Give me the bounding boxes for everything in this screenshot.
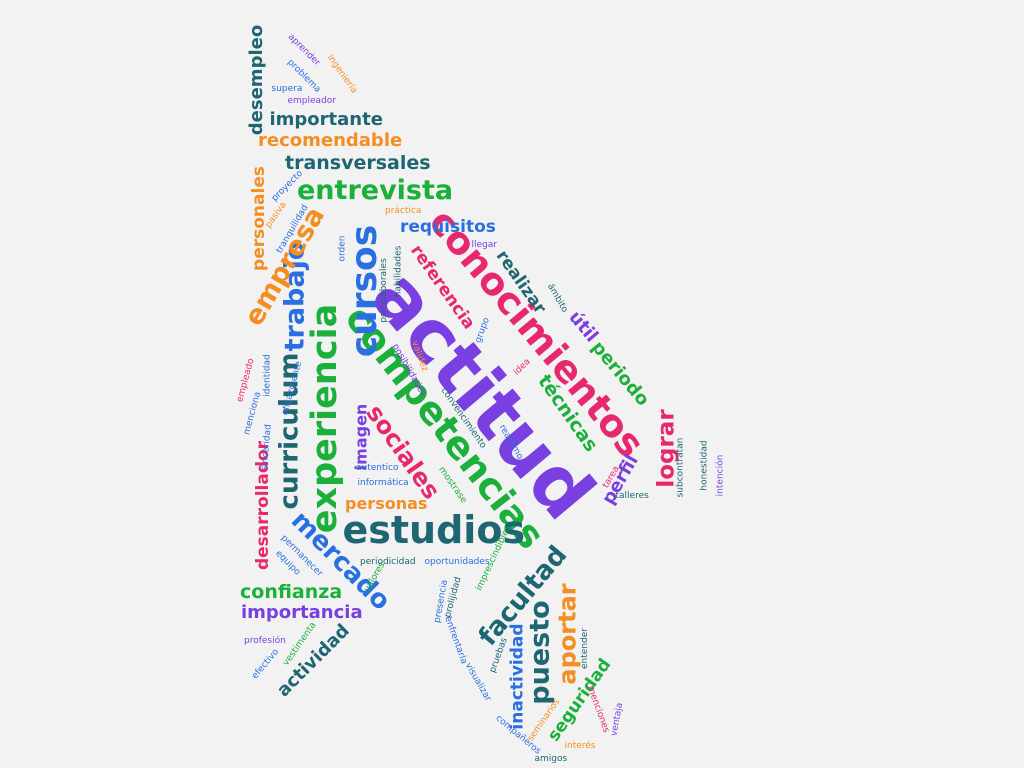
word-amigos: amigos — [534, 753, 568, 764]
word-menciones: menciones — [584, 684, 611, 734]
word-autentico: autentico — [356, 462, 399, 473]
word-identidad: identidad — [262, 353, 273, 397]
word-importancia: importancia — [241, 602, 363, 623]
word-importante: importante — [269, 109, 383, 130]
word-personales: personales — [248, 165, 269, 271]
word-entrevista: entrevista — [297, 174, 454, 206]
word-requisitos: requisitos — [400, 216, 496, 237]
word-entender: entender — [579, 627, 590, 669]
word-experiencia: experiencia — [304, 303, 345, 533]
word-orden: orden — [337, 234, 348, 262]
word-ambito: ámbito — [544, 281, 570, 314]
word-efectivo: efectivo — [250, 646, 282, 681]
word-desempleo: desempleo — [246, 24, 268, 136]
word-idea: idea — [511, 356, 533, 377]
word-practica: práctica — [385, 205, 422, 216]
word-empleador: empleador — [287, 95, 337, 106]
word-cursos: cursos — [344, 224, 386, 358]
word-inactividad: inactividad — [507, 622, 528, 730]
word-informatica: informática — [357, 477, 409, 488]
word-visualizar: visualizar — [462, 660, 493, 703]
word-confianza: confianza — [240, 580, 343, 603]
word-personas: personas — [345, 494, 428, 513]
word-puesto: puesto — [524, 599, 556, 705]
word-subcontratan: subcontratan — [675, 437, 686, 497]
word-habilidades: habilidades — [393, 245, 404, 297]
word-llegar: llegar — [471, 239, 497, 250]
word-imagen: imagen — [350, 403, 370, 471]
word-supera: supera — [271, 83, 303, 94]
word-honestidad: honestidad — [699, 439, 710, 491]
word-recomendable: recomendable — [258, 130, 403, 151]
word-estudios: estudios — [342, 508, 526, 552]
word-ventaja: ventaja — [609, 701, 626, 737]
word-periodicidad: periodicidad — [360, 556, 416, 567]
word-ingenieria: ingeniería — [324, 52, 359, 95]
word-oportunidades: oportunidades — [424, 556, 490, 567]
word-enfrentarla: enfrentarla — [442, 614, 469, 665]
word-aportar: aportar — [553, 583, 582, 685]
word-intencion: intención — [715, 454, 726, 496]
word-talleres: talleres — [615, 490, 649, 501]
word-interes: interés — [564, 740, 596, 751]
word-transversales: transversales — [285, 151, 431, 174]
word-psicolaborales: psicolaborales — [378, 257, 389, 323]
word-profesion: profesión — [244, 635, 286, 646]
